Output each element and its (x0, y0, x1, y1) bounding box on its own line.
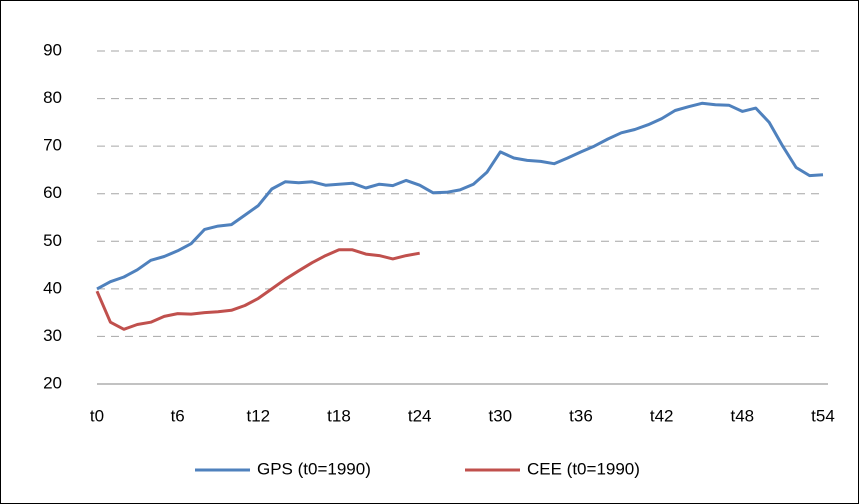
y-tick-label: 80 (43, 88, 62, 107)
legend-label: GPS (t0=1990) (257, 459, 371, 478)
x-tick-label: t30 (489, 406, 513, 425)
x-tick-label: t6 (171, 406, 185, 425)
x-tick-label: t42 (650, 406, 674, 425)
y-tick-label: 90 (43, 40, 62, 59)
x-tick-label: t12 (247, 406, 271, 425)
y-tick-label: 30 (43, 326, 62, 345)
x-tick-label: t36 (569, 406, 593, 425)
data-line (95, 248, 420, 331)
y-tick-label: 40 (43, 278, 62, 297)
x-tick-label: t0 (90, 406, 104, 425)
y-tick-label: 50 (43, 231, 62, 250)
y-tick-label: 70 (43, 136, 62, 155)
y-tick-label: 20 (43, 373, 62, 392)
legend-label: CEE (t0=1990) (527, 459, 640, 478)
x-tick-label: t48 (731, 406, 755, 425)
x-tick-label: t54 (811, 406, 835, 425)
data-line (96, 101, 824, 291)
y-tick-label: 60 (43, 183, 62, 202)
x-tick-label: t18 (327, 406, 351, 425)
x-tick-label: t24 (408, 406, 432, 425)
